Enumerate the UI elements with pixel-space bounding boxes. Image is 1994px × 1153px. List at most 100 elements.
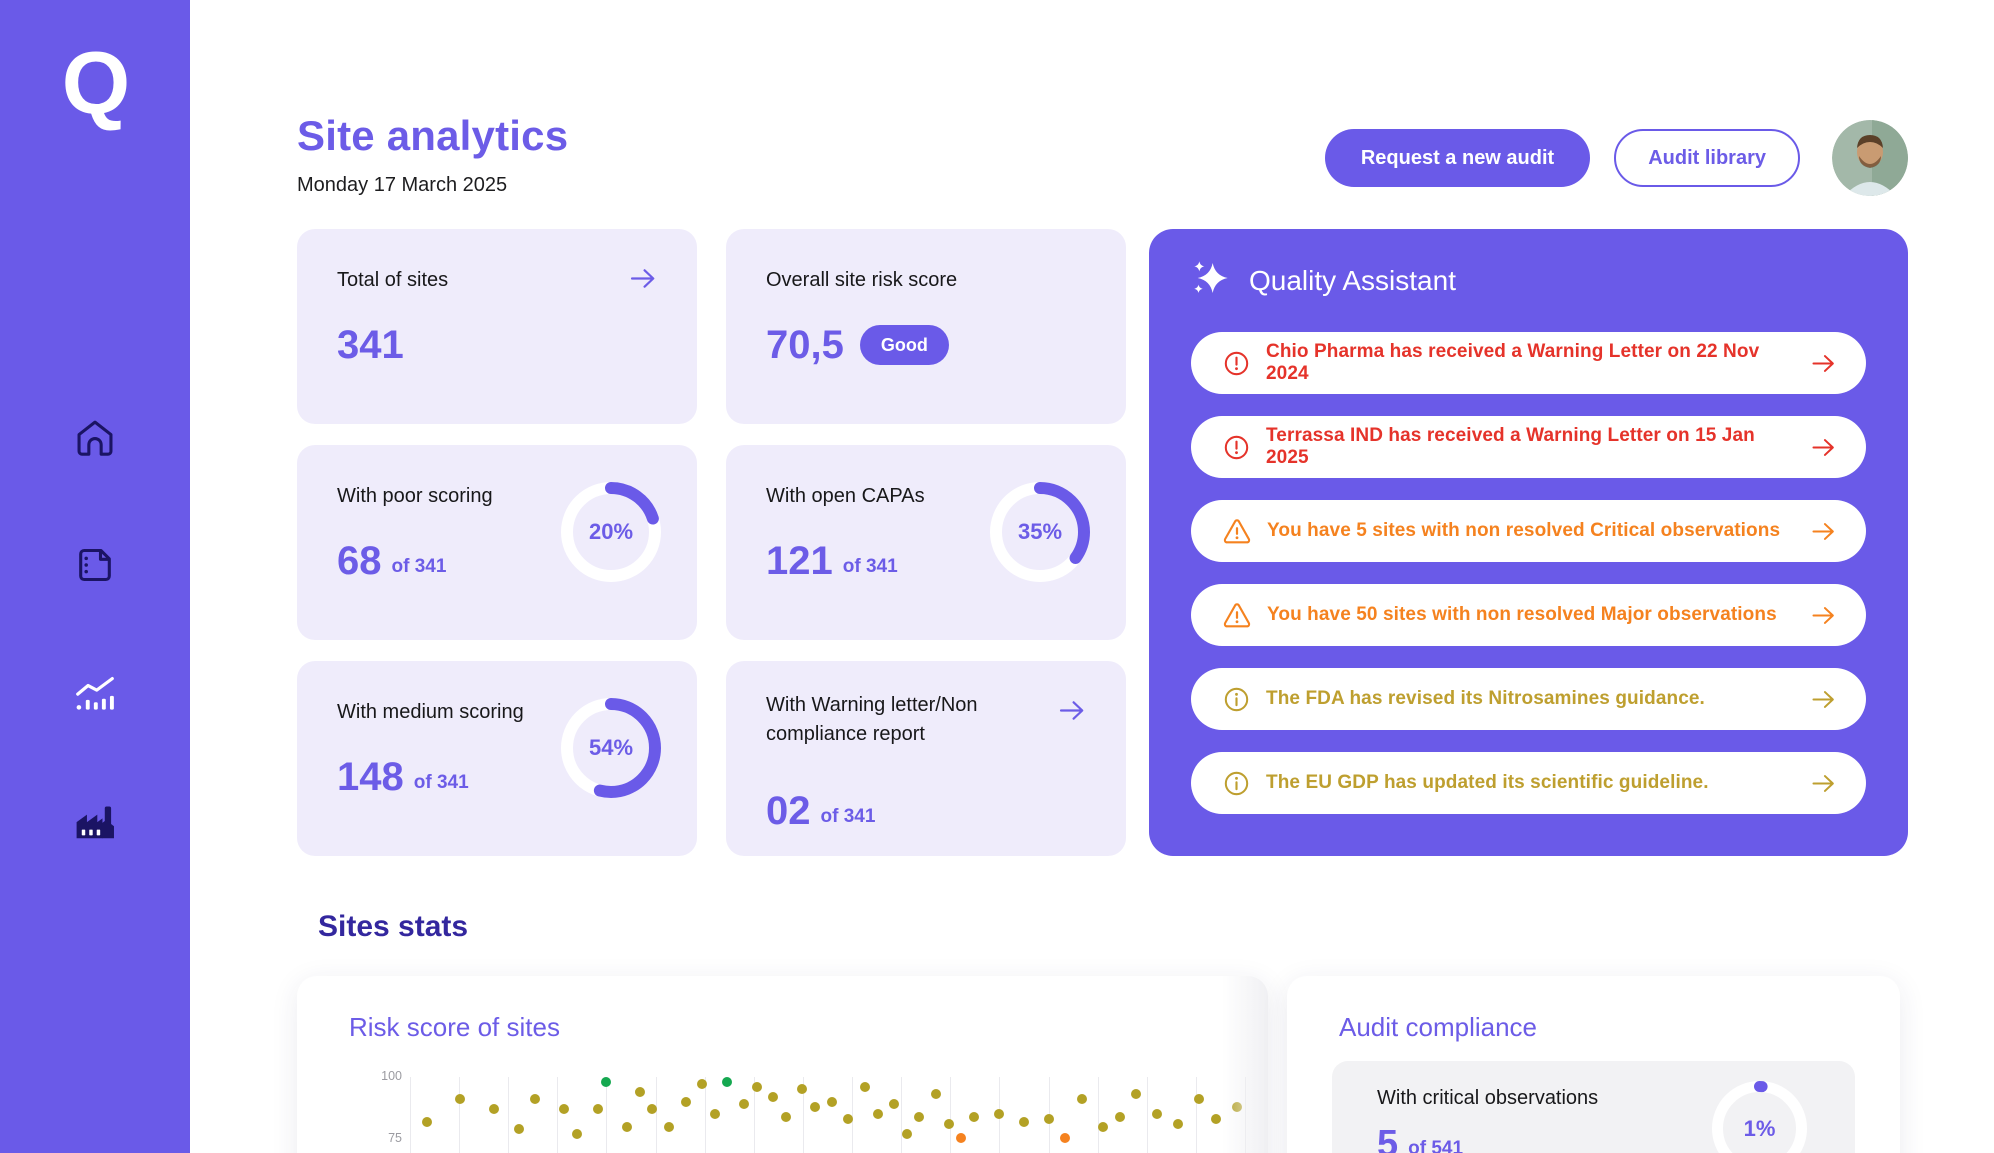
- alert-text: Chio Pharma has received a Warning Lette…: [1266, 341, 1760, 384]
- sidebar-item-home[interactable]: [72, 415, 118, 461]
- assistant-alert-list: Chio Pharma has received a Warning Lette…: [1191, 332, 1866, 814]
- sidebar-item-sites[interactable]: [72, 799, 118, 845]
- donut-percent-label: 1%: [1743, 1115, 1776, 1141]
- scatter-point: [780, 1111, 791, 1122]
- alert-text: Terrassa IND has received a Warning Lett…: [1266, 425, 1755, 468]
- audit-library-button[interactable]: Audit library: [1614, 129, 1800, 187]
- assistant-alert-info[interactable]: The FDA has revised its Nitrosamines gui…: [1191, 668, 1866, 730]
- scatter-point: [1098, 1121, 1109, 1132]
- scatter-point: [622, 1121, 633, 1132]
- stat-card-label: With open CAPAs: [766, 485, 925, 507]
- page-header: Site analytics Monday 17 March 2025 Requ…: [297, 112, 1908, 197]
- stat-card-label: With poor scoring: [337, 485, 493, 507]
- assistant-alert-info[interactable]: The EU GDP has updated its scientific gu…: [1191, 752, 1866, 814]
- gridline: [410, 1077, 411, 1153]
- sidebar-nav: [0, 415, 190, 845]
- stat-card-warning-letter: With Warning letter/Non compliance repor…: [726, 661, 1126, 856]
- audit-compliance-title: Audit compliance: [1339, 1012, 1537, 1042]
- scatter-point: [634, 1086, 645, 1097]
- stat-card-poor-scoring: With poor scoring 68 of 341 20%: [297, 445, 697, 640]
- stat-card-suffix: of 341: [820, 806, 876, 827]
- sites-stats-section: Risk score of sites 100 75 Audit complia…: [297, 976, 1908, 1153]
- scatter-point: [901, 1129, 912, 1140]
- scatter-point: [709, 1109, 720, 1120]
- gridline: [508, 1077, 510, 1153]
- sidebar-item-analytics[interactable]: [72, 671, 118, 717]
- request-new-audit-button[interactable]: Request a new audit: [1324, 129, 1591, 187]
- scatter-point: [968, 1111, 979, 1122]
- stat-card-label: With medium scoring: [337, 701, 524, 723]
- gridline: [557, 1077, 559, 1153]
- sidebar-item-documents[interactable]: [72, 543, 118, 589]
- stat-card-value: 148: [337, 755, 404, 799]
- warning-triangle-icon: [1223, 602, 1251, 628]
- scatter-point: [889, 1099, 900, 1110]
- gridline: [1245, 1077, 1246, 1153]
- tile-suffix: of 541: [1408, 1138, 1464, 1153]
- assistant-alert-critical[interactable]: Chio Pharma has received a Warning Lette…: [1191, 332, 1866, 394]
- donut-percent-label: 20%: [588, 519, 634, 544]
- scatter-point: [1173, 1119, 1184, 1130]
- scatter-point: [722, 1076, 733, 1087]
- donut-chart: 54%: [561, 698, 661, 798]
- scatter-point: [592, 1104, 603, 1115]
- scatter-point: [943, 1119, 954, 1130]
- stat-cards-grid: Total of sites 341 Overall site risk sco…: [297, 229, 1126, 856]
- page-date: Monday 17 March 2025: [297, 174, 508, 196]
- gridline: [852, 1077, 854, 1153]
- analytics-icon: [72, 670, 118, 719]
- sidebar: Q: [0, 0, 190, 1153]
- alert-text: The EU GDP has updated its scientific gu…: [1266, 772, 1709, 793]
- risk-score-card: Risk score of sites 100 75: [297, 976, 1268, 1153]
- gridline: [704, 1077, 706, 1153]
- scatter-point: [826, 1096, 837, 1107]
- gridline: [655, 1077, 657, 1153]
- assistant-alert-warning[interactable]: You have 5 sites with non resolved Criti…: [1191, 500, 1866, 562]
- scatter-point: [1114, 1111, 1125, 1122]
- scatter-point: [697, 1079, 708, 1090]
- stat-card-suffix: of 341: [413, 772, 469, 793]
- assistant-alert-warning[interactable]: You have 50 sites with non resolved Majo…: [1191, 584, 1866, 646]
- gridline: [1146, 1077, 1148, 1153]
- main-content: Site analytics Monday 17 March 2025 Requ…: [190, 0, 1994, 1153]
- scatter-point: [1210, 1114, 1221, 1125]
- gridline: [753, 1077, 755, 1153]
- quality-assistant-title: Quality Assistant: [1249, 265, 1456, 296]
- arrow-right-icon[interactable]: [1058, 699, 1086, 727]
- document-icon: [73, 543, 117, 590]
- stat-card-value: 02: [766, 789, 811, 833]
- donut-chart: 1%: [1712, 1081, 1807, 1153]
- risk-score-card-title: Risk score of sites: [349, 1012, 560, 1042]
- sites-stats-title: Sites stats: [318, 910, 469, 943]
- stat-card-value: 341: [337, 323, 404, 367]
- warning-triangle-icon: [1223, 518, 1251, 544]
- scatter-point: [1152, 1109, 1163, 1120]
- donut-percent-label: 35%: [1017, 519, 1063, 544]
- scatter-point: [1194, 1094, 1205, 1105]
- stat-card-open-capas: With open CAPAs 121 of 341 35%: [726, 445, 1126, 640]
- avatar[interactable]: [1832, 120, 1908, 196]
- arrow-right-icon: [1811, 773, 1836, 794]
- gridline: [459, 1077, 461, 1153]
- donut-chart: 20%: [561, 482, 661, 582]
- stat-card-value: 70,5: [766, 323, 844, 367]
- assistant-alert-critical[interactable]: Terrassa IND has received a Warning Lett…: [1191, 416, 1866, 478]
- sparkle-icon: [1191, 258, 1231, 305]
- tile-value: 5: [1377, 1123, 1399, 1153]
- scatter-point: [1060, 1132, 1071, 1143]
- scatter-point: [513, 1124, 524, 1135]
- app-logo: Q: [61, 33, 130, 132]
- y-axis-tick: 100: [381, 1069, 402, 1083]
- scatter-point: [680, 1096, 691, 1107]
- alert-circle-icon: [1223, 434, 1250, 461]
- arrow-right-icon: [1811, 521, 1836, 542]
- stat-card-label: Total of sites: [337, 269, 449, 291]
- donut-percent-label: 54%: [588, 735, 634, 760]
- arrow-right-icon[interactable]: [629, 267, 657, 295]
- quality-assistant-panel: Quality Assistant Chio Pharma has receiv…: [1149, 229, 1908, 856]
- scatter-point: [1131, 1089, 1142, 1100]
- stat-card-label: Overall site risk score: [766, 269, 958, 291]
- scatter-point: [488, 1104, 499, 1115]
- stat-card-total-sites: Total of sites 341: [297, 229, 697, 424]
